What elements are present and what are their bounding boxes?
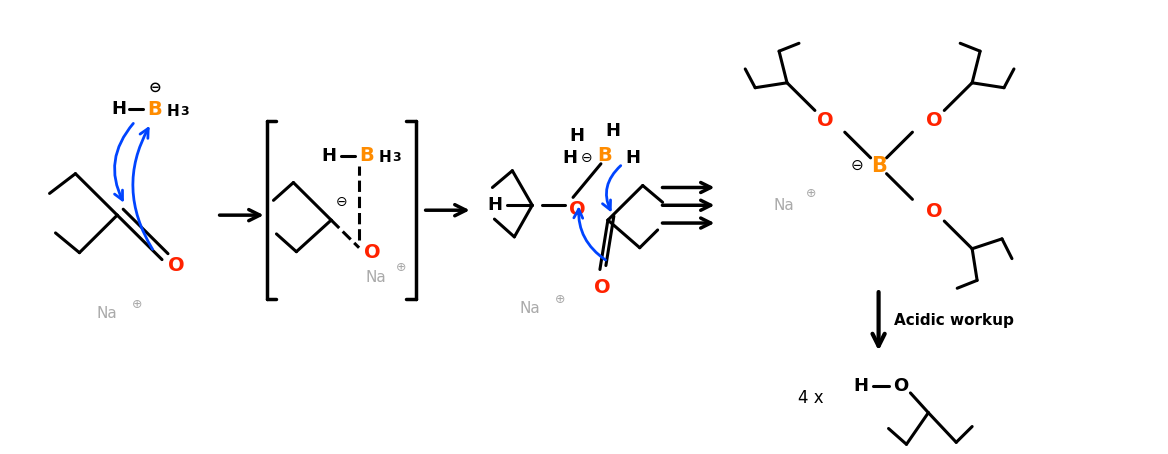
- Text: Na: Na: [773, 198, 794, 213]
- Text: ⊖: ⊖: [850, 158, 863, 173]
- Text: H: H: [563, 149, 577, 167]
- Text: Acidic workup: Acidic workup: [894, 313, 1014, 328]
- Text: O: O: [892, 377, 908, 395]
- Text: H: H: [570, 127, 584, 145]
- Text: H: H: [487, 196, 502, 214]
- Text: O: O: [926, 202, 943, 221]
- Text: Na: Na: [520, 301, 541, 316]
- Text: H: H: [321, 147, 336, 165]
- Text: O: O: [816, 111, 833, 130]
- Text: 3: 3: [181, 105, 189, 118]
- Text: H: H: [378, 150, 391, 165]
- Text: B: B: [598, 146, 612, 165]
- Text: O: O: [569, 200, 585, 219]
- Text: O: O: [926, 111, 943, 130]
- Text: 3: 3: [392, 151, 401, 164]
- Text: ⊖: ⊖: [148, 80, 161, 95]
- Text: O: O: [168, 256, 185, 275]
- Text: B: B: [147, 100, 162, 119]
- Text: H: H: [167, 104, 180, 119]
- Text: ⊕: ⊕: [555, 293, 565, 306]
- Text: ⊕: ⊕: [396, 261, 406, 274]
- Text: H: H: [605, 122, 620, 140]
- Text: Na: Na: [366, 270, 387, 285]
- Text: ⊕: ⊕: [132, 297, 142, 311]
- Text: ⊖: ⊖: [582, 151, 593, 165]
- Text: ⊕: ⊕: [806, 187, 816, 200]
- Text: 4 x: 4 x: [798, 389, 823, 407]
- Text: B: B: [870, 156, 887, 176]
- Text: H: H: [853, 377, 868, 395]
- Text: B: B: [360, 146, 375, 165]
- Text: H: H: [625, 149, 640, 167]
- Text: Na: Na: [97, 306, 118, 321]
- Text: O: O: [363, 243, 381, 262]
- Text: O: O: [593, 278, 610, 297]
- Text: H: H: [112, 100, 126, 118]
- Text: ⊖: ⊖: [335, 195, 347, 209]
